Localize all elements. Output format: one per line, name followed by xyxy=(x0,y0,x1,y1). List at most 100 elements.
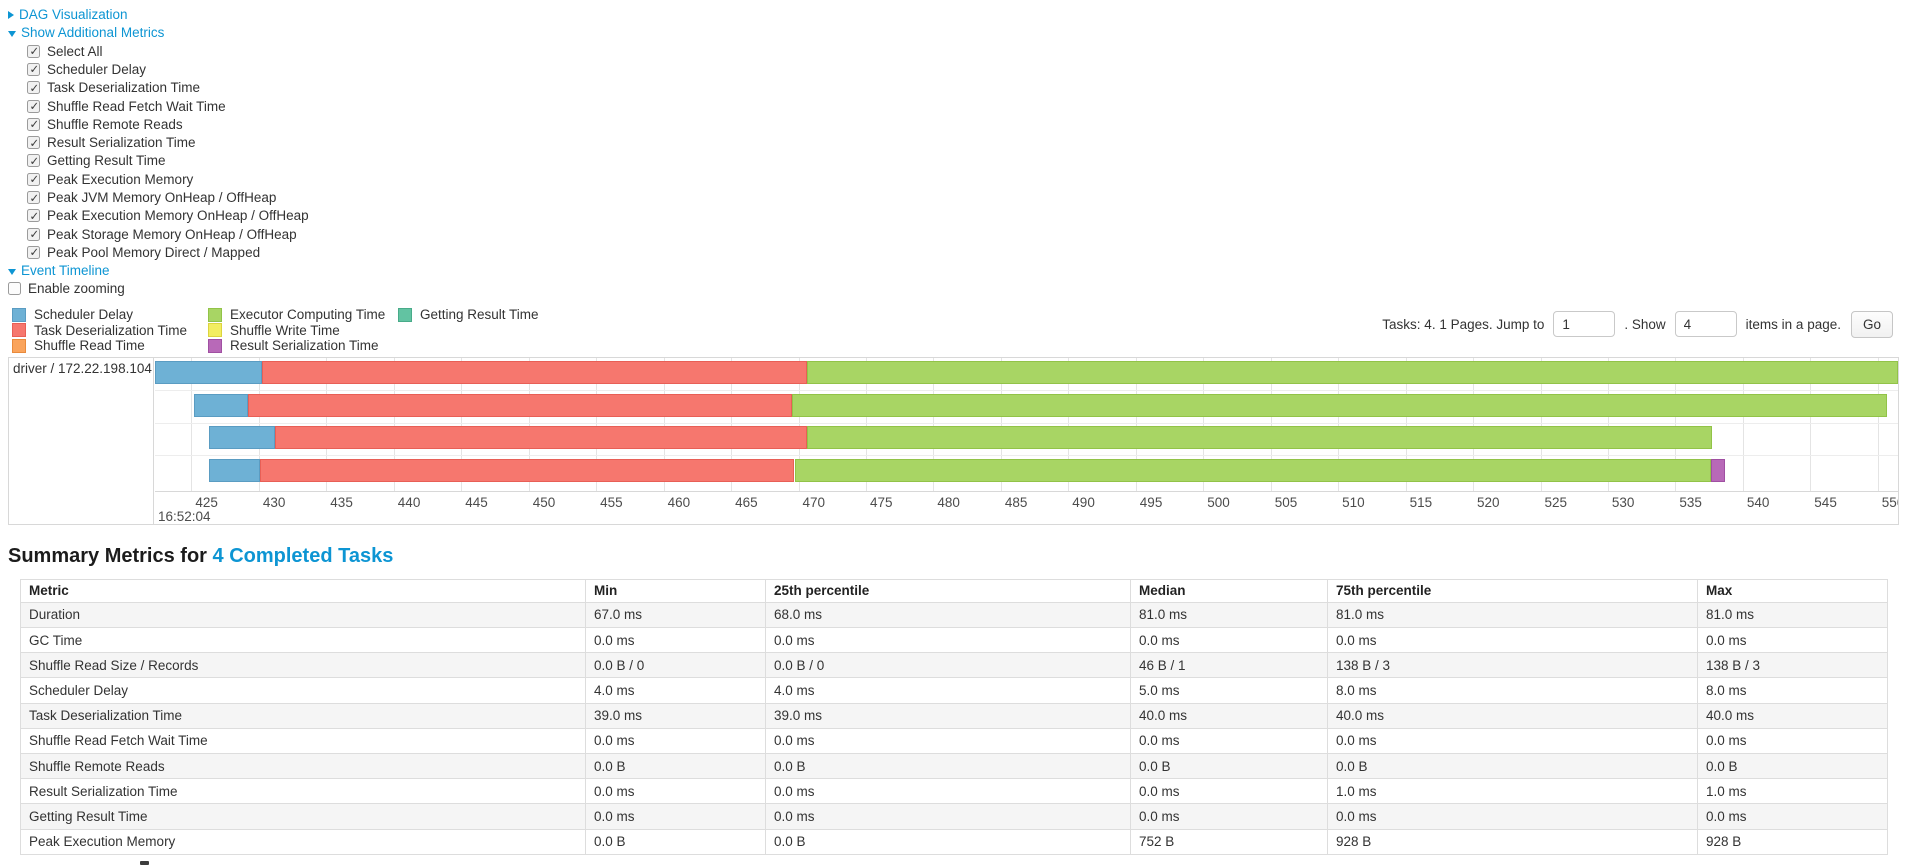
jump-to-page-input[interactable] xyxy=(1553,311,1616,338)
task-0-task-deserialization-segment[interactable] xyxy=(261,361,807,385)
task-3-result-serialization-segment[interactable] xyxy=(1710,458,1726,482)
task-1-executor-computing-segment[interactable] xyxy=(791,393,1888,417)
checkbox-row-scheduler-delay: Scheduler Delay xyxy=(27,60,1899,78)
task-2-scheduler-delay-segment[interactable] xyxy=(209,426,276,450)
lane-separator xyxy=(155,422,1898,424)
column-header-metric: Metric xyxy=(20,578,586,603)
peak-execution-memory-onheap-offheap-checkbox[interactable] xyxy=(27,209,40,223)
metric-name-cell: Shuffle Remote Reads xyxy=(20,752,586,780)
getting-result-time-swatch-icon xyxy=(398,307,412,322)
gridline-435 xyxy=(326,357,328,491)
metric-value-cell-25th-percentile: 4.0 ms xyxy=(765,677,1131,704)
task-1-scheduler-delay-segment[interactable] xyxy=(194,393,249,417)
scheduler-delay-checkbox[interactable] xyxy=(27,62,40,76)
metric-value-cell-max: 1.0 ms xyxy=(1697,778,1888,805)
gridline-430 xyxy=(258,357,260,491)
column-header-75th-percentile: 75th percentile xyxy=(1327,578,1698,603)
legend-item-shuffle-read-time: Shuffle Read Time xyxy=(12,338,187,354)
event-timeline-toggle[interactable]: Event Timeline xyxy=(8,262,1899,280)
event-timeline-chart: driver / 172.22.198.104 16:52:04 425 430 4… xyxy=(8,356,1899,525)
clipped-element-fragment xyxy=(140,861,149,865)
tick-label-485: 485 xyxy=(1004,494,1028,510)
peak-execution-memory-onheap-offheap-checkbox-label: Peak Execution Memory OnHeap / OffHeap xyxy=(47,208,309,224)
checkbox-row-getting-result-time: Getting Result Time xyxy=(27,152,1899,170)
metric-value-cell-25th-percentile: 0.0 ms xyxy=(765,727,1131,754)
completed-tasks-link[interactable]: 4 Completed Tasks xyxy=(212,544,394,567)
checkbox-row-peak-storage-memory-onheap-offheap: Peak Storage Memory OnHeap / OffHeap xyxy=(27,225,1899,243)
metric-row-peak-execution-memory: Peak Execution Memory 0.0 B 0.0 B 752 B 928 … xyxy=(20,828,1888,855)
shuffle-remote-reads-checkbox-label: Shuffle Remote Reads xyxy=(47,116,183,132)
peak-storage-memory-onheap-offheap-checkbox[interactable] xyxy=(27,227,40,241)
metric-name-cell: Scheduler Delay xyxy=(20,677,586,704)
metric-value-cell-75th-percentile: 0.0 B xyxy=(1327,752,1698,780)
executor-group-label: driver / 172.22.198.104 xyxy=(13,360,152,376)
scheduler-delay-checkbox-label: Scheduler Delay xyxy=(47,61,147,77)
tick-label-475: 475 xyxy=(870,494,893,510)
scheduler-delay-legend-label: Scheduler Delay xyxy=(34,307,134,323)
gridline-505 xyxy=(1270,357,1272,491)
metric-value-cell-25th-percentile: 0.0 ms xyxy=(765,627,1131,654)
peak-pool-memory-direct-mapped-checkbox[interactable] xyxy=(27,245,40,259)
column-header-min: Min xyxy=(585,578,766,603)
metric-row-task-deserialization-time: Task Deserialization Time 39.0 ms 39.0 ms 4… xyxy=(20,702,1888,729)
tasks-count-text: Tasks: 4. 1 Pages. Jump to xyxy=(1382,316,1545,332)
gridline-515 xyxy=(1405,357,1407,491)
shuffle-remote-reads-checkbox[interactable] xyxy=(27,117,40,131)
metric-row-shuffle-read-size-records: Shuffle Read Size / Records 0.0 B / 0 0.0 … xyxy=(20,652,1888,679)
metric-value-cell-median: 0.0 ms xyxy=(1130,778,1328,805)
task-deserialization-time-checkbox-label: Task Deserialization Time xyxy=(47,80,201,96)
tick-label-530: 530 xyxy=(1611,494,1635,510)
task-2-task-deserialization-segment[interactable] xyxy=(275,426,807,450)
timeline-plot-area: 16:52:04 425 430 435 440 445 450 455 460 465 470 4… xyxy=(155,357,1898,524)
go-button[interactable]: Go xyxy=(1850,310,1893,338)
gridline-480 xyxy=(933,357,935,491)
metric-value-cell-max: 40.0 ms xyxy=(1697,702,1888,729)
peak-execution-memory-checkbox[interactable] xyxy=(27,172,40,186)
checkbox-row-peak-execution-memory-onheap-offheap: Peak Execution Memory OnHeap / OffHeap xyxy=(27,207,1899,225)
show-additional-metrics-toggle[interactable]: Show Additional Metrics xyxy=(8,24,1899,42)
task-2-executor-computing-segment[interactable] xyxy=(806,426,1712,450)
metric-value-cell-min: 0.0 ms xyxy=(585,778,766,805)
peak-pool-memory-direct-mapped-checkbox-label: Peak Pool Memory Direct / Mapped xyxy=(47,244,261,260)
metric-name-cell: Task Deserialization Time xyxy=(20,702,586,729)
checkbox-row-result-serialization-time: Result Serialization Time xyxy=(27,133,1899,151)
metric-value-cell-75th-percentile: 0.0 ms xyxy=(1327,627,1698,654)
summary-title-text: Summary Metrics for xyxy=(8,544,213,567)
gridline-470 xyxy=(798,357,800,491)
lane-separator xyxy=(155,455,1898,457)
legend-item-task-deserialization-time: Task Deserialization Time xyxy=(12,322,187,338)
metric-name-cell: Result Serialization Time xyxy=(20,778,586,805)
metric-value-cell-25th-percentile: 0.0 ms xyxy=(765,778,1131,805)
task-0-executor-computing-segment[interactable] xyxy=(806,361,1898,385)
metric-row-result-serialization-time: Result Serialization Time 0.0 ms 0.0 ms 0.0… xyxy=(20,778,1888,805)
gridline-535 xyxy=(1675,357,1677,491)
legend-column: Getting Result Time xyxy=(398,307,539,323)
lane-separator xyxy=(155,390,1898,392)
result-serialization-time-checkbox[interactable] xyxy=(27,136,40,150)
shuffle-read-fetch-wait-time-checkbox[interactable] xyxy=(27,99,40,113)
items-per-page-input[interactable] xyxy=(1674,311,1737,338)
chevron-down-icon xyxy=(8,268,16,275)
task-0-scheduler-delay-segment[interactable] xyxy=(155,361,262,385)
legend-item-getting-result-time: Getting Result Time xyxy=(398,307,539,323)
getting-result-time-checkbox[interactable] xyxy=(27,154,40,168)
select-all-checkbox[interactable] xyxy=(27,44,40,58)
tick-label-450: 450 xyxy=(532,494,556,510)
metric-value-cell-max: 0.0 ms xyxy=(1697,727,1888,754)
task-3-task-deserialization-segment[interactable] xyxy=(260,458,795,482)
task-deserialization-time-legend-label: Task Deserialization Time xyxy=(34,322,188,338)
dag-visualization-toggle[interactable]: DAG Visualization xyxy=(8,6,1899,24)
task-3-executor-computing-segment[interactable] xyxy=(794,458,1711,482)
tick-label-460: 460 xyxy=(667,494,691,510)
gridline-540 xyxy=(1742,357,1744,491)
task-1-task-deserialization-segment[interactable] xyxy=(248,393,792,417)
executor-computing-time-legend-label: Executor Computing Time xyxy=(230,307,386,323)
enable-zooming-checkbox[interactable] xyxy=(8,282,21,296)
peak-jvm-memory-onheap-offheap-checkbox[interactable] xyxy=(27,191,40,205)
metric-value-cell-min: 0.0 ms xyxy=(585,627,766,654)
task-3-scheduler-delay-segment[interactable] xyxy=(209,458,261,482)
gridline-450 xyxy=(528,357,530,491)
tick-label-440: 440 xyxy=(397,494,421,510)
metric-value-cell-25th-percentile: 0.0 B xyxy=(765,828,1131,855)
task-deserialization-time-checkbox[interactable] xyxy=(27,81,40,95)
